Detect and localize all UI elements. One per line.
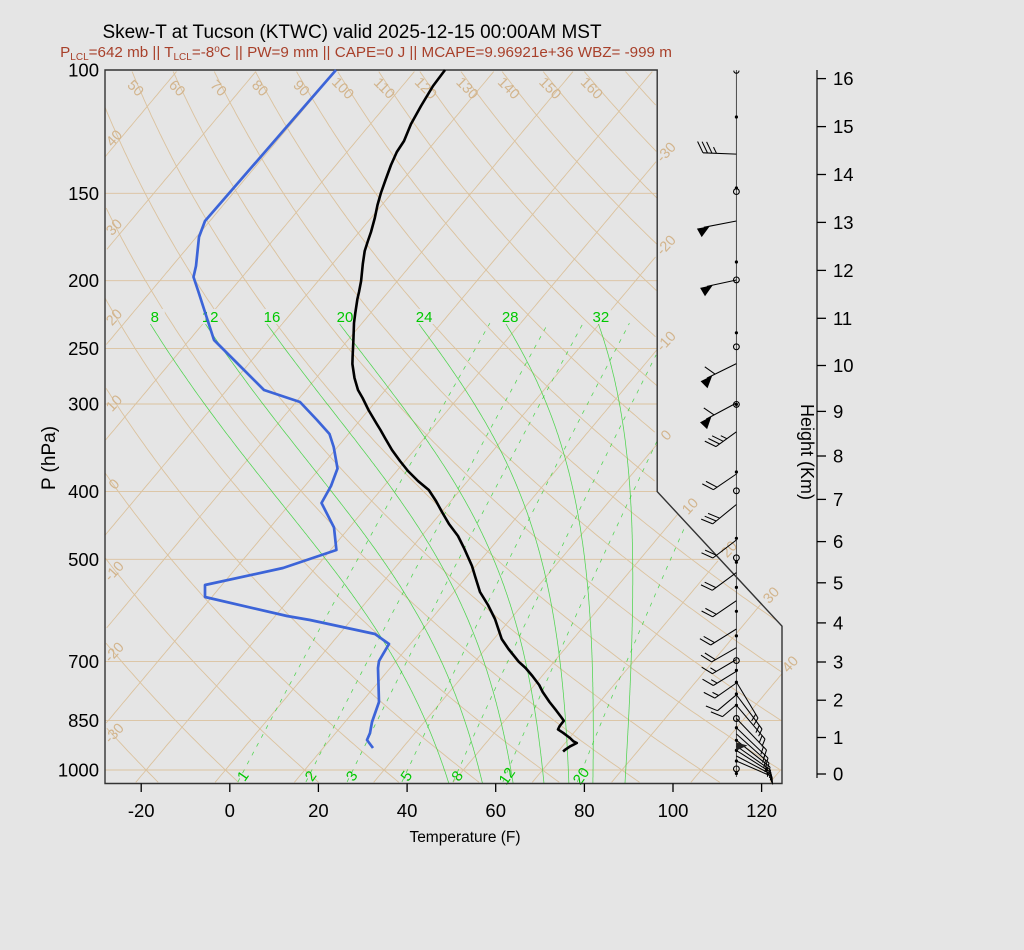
svg-text:8: 8 [151,309,159,326]
svg-text:Height (Km): Height (Km) [797,404,817,500]
svg-text:0: 0 [225,800,235,821]
svg-text:16: 16 [264,309,281,326]
svg-text:8: 8 [833,446,843,467]
svg-text:12: 12 [833,260,854,281]
svg-text:20: 20 [570,765,593,788]
svg-text:15: 15 [833,116,854,137]
svg-text:13: 13 [833,212,854,233]
svg-text:Temperature (F): Temperature (F) [409,829,520,846]
svg-text:3: 3 [833,652,843,673]
svg-text:9: 9 [833,401,843,422]
svg-text:150: 150 [68,183,99,204]
svg-text:P (hPa): P (hPa) [39,426,60,490]
svg-text:20: 20 [308,800,329,821]
svg-text:500: 500 [68,549,99,570]
svg-text:5: 5 [833,572,843,593]
svg-text:1000: 1000 [58,760,99,781]
svg-text:-20: -20 [128,800,155,821]
svg-text:40: 40 [397,800,418,821]
svg-text:250: 250 [68,338,99,359]
svg-text:60: 60 [485,800,506,821]
svg-text:7: 7 [833,489,843,510]
svg-text:300: 300 [68,394,99,415]
svg-text:850: 850 [68,710,99,731]
svg-text:20: 20 [337,309,354,326]
svg-text:0: 0 [833,764,843,785]
svg-text:80: 80 [574,800,595,821]
svg-text:10: 10 [833,355,854,376]
svg-text:16: 16 [833,68,854,89]
svg-text:100: 100 [658,800,689,821]
svg-text:24: 24 [416,309,433,326]
svg-text:100: 100 [68,60,99,81]
svg-text:32: 32 [593,309,610,326]
svg-text:6: 6 [833,531,843,552]
svg-text:700: 700 [68,651,99,672]
svg-text:4: 4 [833,612,843,633]
svg-text:14: 14 [833,164,854,185]
svg-text:12: 12 [496,765,519,788]
svg-text:PLCL=642 mb || TLCL=-8oC || PW: PLCL=642 mb || TLCL=-8oC || PW=9 mm || C… [60,44,672,63]
svg-text:11: 11 [833,308,852,329]
svg-text:1: 1 [833,727,843,748]
svg-text:Skew-T at Tucson (KTWC) valid: Skew-T at Tucson (KTWC) valid 2025-12-15… [102,22,602,43]
svg-text:2: 2 [833,690,843,711]
svg-text:120: 120 [746,800,777,821]
svg-text:200: 200 [68,270,99,291]
svg-text:28: 28 [502,309,519,326]
svg-text:400: 400 [68,481,99,502]
